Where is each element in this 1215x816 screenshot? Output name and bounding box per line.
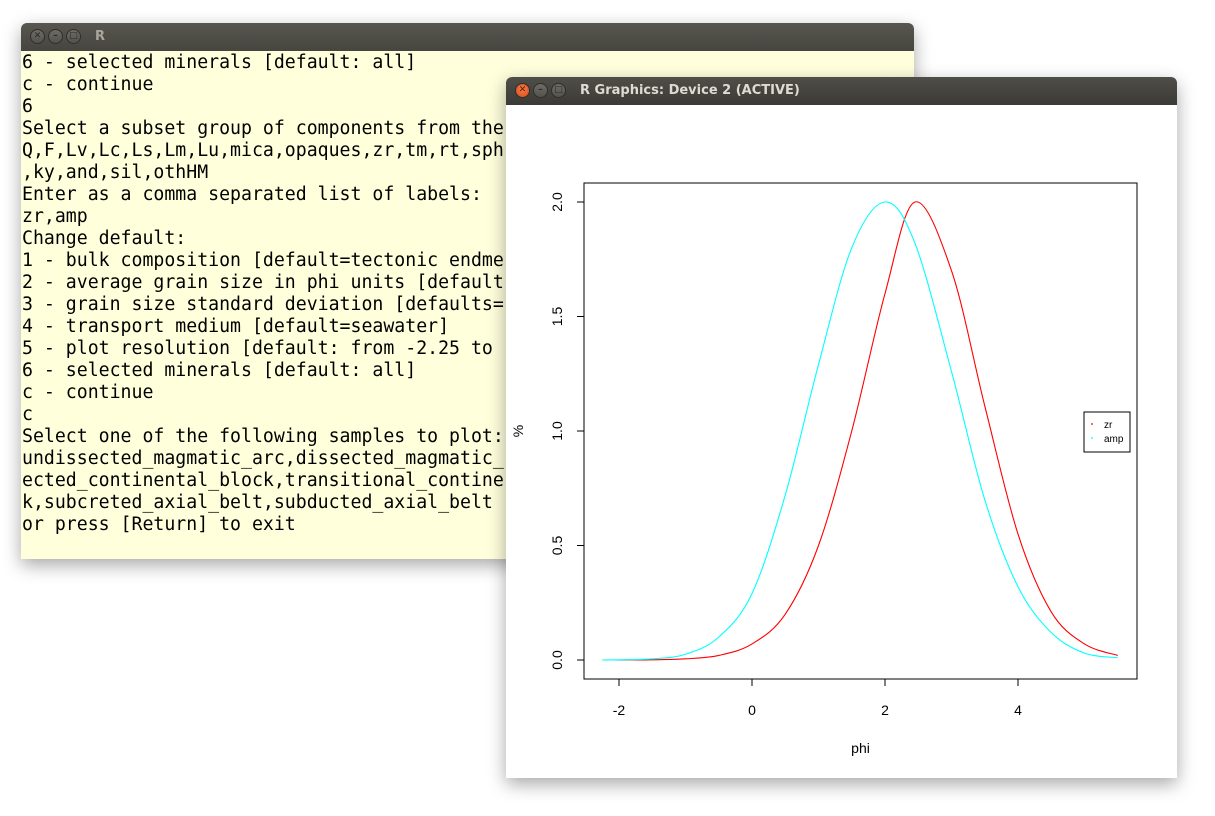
console-title: R [95,29,106,44]
console-line: ected_continental_block,transitional_con… [22,470,504,491]
console-line: 5 - plot resolution [default: from -2.25… [22,338,493,359]
close-icon[interactable]: ✕ [30,29,45,44]
legend-box [1083,411,1131,453]
console-line: 6 - selected minerals [default: all] [22,52,417,73]
series-line-zr [602,201,1118,661]
x-tick-label: 0 [748,702,756,718]
minimize-icon[interactable]: – [48,29,63,44]
legend-label-amp: amp [1104,434,1124,445]
console-line: Enter as a comma separated list of label… [22,184,482,205]
console-line: 6 - selected minerals [default: all] [22,360,417,381]
plot-area: -2 0 2 4 0.0 0.5 1.0 1.5 2.0 phi% zr amp [506,105,1177,778]
close-icon[interactable]: ✕ [515,83,530,98]
console-line: c [22,404,33,425]
y-tick-label: 1.5 [549,307,565,327]
console-line: c - continue [22,382,154,403]
y-tick-label: 2.0 [549,192,565,212]
console-line: ,ky,and,sil,othHM [22,162,209,183]
y-tick-label: 0.5 [549,536,565,556]
x-tick-label: 4 [1014,702,1022,718]
console-line: Select a subset group of components from… [22,118,504,139]
console-line: 6 [22,96,33,117]
console-line: zr,amp [22,206,88,227]
plot-frame [583,182,1138,680]
maximize-icon[interactable]: □ [66,29,81,44]
device-title: R Graphics: Device 2 (ACTIVE) [580,83,800,98]
r-graphics-window[interactable]: ✕ – □ R Graphics: Device 2 (ACTIVE) -2 0 2… [506,77,1177,778]
x-tick-label: 2 [881,702,889,718]
console-line: or press [Return] to exit [22,514,296,535]
maximize-icon[interactable]: □ [551,83,566,98]
console-line: 1 - bulk composition [default=tectonic e… [22,250,504,271]
console-line: undissected_magmatic_arc,dissected_magma… [22,448,504,469]
console-line: c - continue [22,74,154,95]
console-titlebar[interactable]: ✕ – □ R [21,23,914,51]
console-line: Q,F,Lv,Lc,Ls,Lm,Lu,mica,opaques,zr,tm,rt… [22,140,504,161]
y-axis-label: % [510,425,526,437]
x-axis-label: phi [851,740,870,756]
console-line: 2 - average grain size in phi units [def… [22,272,504,293]
y-tick-label: 0.0 [549,650,565,670]
y-tick-label: 1.0 [549,421,565,441]
console-line: k,subcreted_axial_belt,subducted_axial_b… [22,492,493,513]
legend-label-zr: zr [1104,420,1113,431]
console-line: Select one of the following samples to p… [22,426,504,447]
x-tick-label: -2 [613,702,626,718]
minimize-icon[interactable]: – [533,83,548,98]
line-chart: -2 0 2 4 0.0 0.5 1.0 1.5 2.0 phi% zr amp [510,182,1138,756]
console-line: 3 - grain size standard deviation [defau… [22,294,504,315]
series-line-amp [602,201,1118,661]
console-line: Change default: [22,228,187,249]
console-line: 4 - transport medium [default=seawater] [22,316,450,337]
device-titlebar[interactable]: ✕ – □ R Graphics: Device 2 (ACTIVE) [506,77,1177,105]
